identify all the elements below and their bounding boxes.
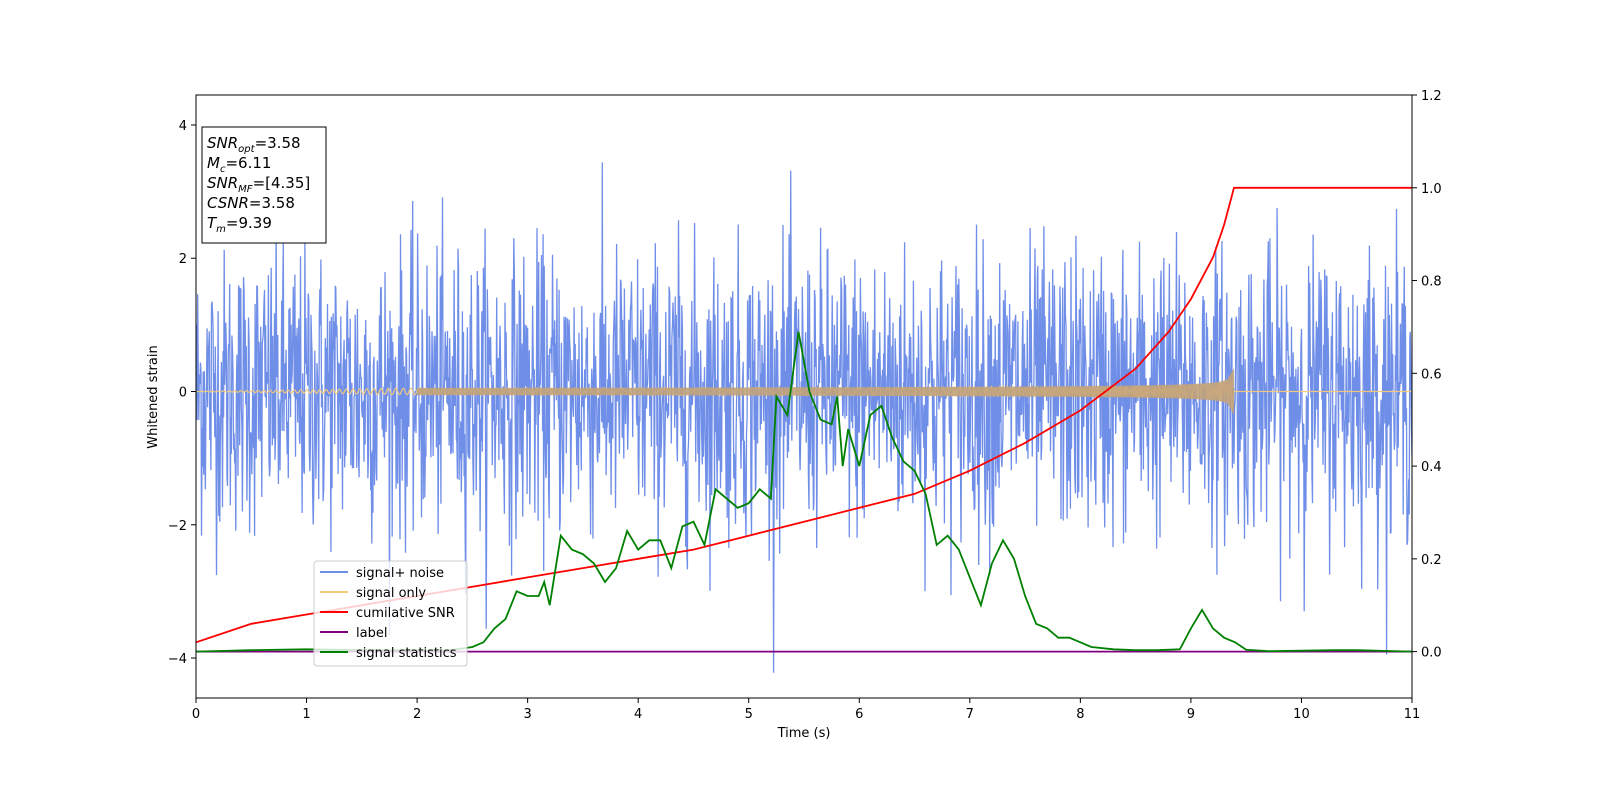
series-signal-noise-line: [196, 162, 1412, 673]
y-right-tick-label: 0.8: [1421, 275, 1442, 290]
info-box-line: SNRopt=3.58: [207, 134, 301, 155]
y-axis-label: Whitened strain: [146, 345, 161, 448]
legend-entry-label: signal+ noise: [356, 566, 444, 581]
y-axis-right: 0.0 0.2 0.4 0.6 0.8 1.0 1.2: [1412, 89, 1442, 661]
x-tick-label: 6: [855, 707, 863, 722]
x-tick-label: 7: [966, 707, 974, 722]
noise-series-layer: [196, 162, 1412, 673]
x-tick-label: 9: [1187, 707, 1195, 722]
legend-entry-label: signal only: [356, 586, 426, 601]
y-right-tick-label: 1.0: [1421, 182, 1442, 197]
x-tick-label: 1: [302, 707, 310, 722]
legend-entry-label: label: [356, 626, 387, 641]
info-box-line: CSNR=3.58: [207, 194, 295, 212]
y-left-tick-label: −2: [168, 519, 187, 534]
x-tick-label: 10: [1293, 707, 1310, 722]
x-tick-label: 0: [192, 707, 200, 722]
signal-only-series-layer: [196, 368, 1412, 415]
legend-frame: [313, 560, 468, 667]
info-box-line: Mc=6.11: [207, 154, 271, 175]
y-left-tick-label: 2: [179, 252, 187, 267]
plot-frame: [195, 94, 1413, 699]
info-box-line: SNRMF=[4.35]: [207, 174, 310, 195]
legend: signal+ noise signal only cumilative SNR la…: [313, 560, 468, 667]
x-tick-label: 3: [523, 707, 531, 722]
x-axis: 0 1 2 3 4 5 6 7 8 9 10 11: [192, 698, 1420, 722]
info-box-frame: [201, 126, 327, 244]
info-box-line: Tm=9.39: [207, 214, 272, 235]
series-signal-only-envelope: [417, 368, 1235, 415]
legend-entry-label: signal statistics: [356, 646, 457, 661]
y-left-tick-label: 0: [179, 386, 187, 401]
y-right-tick-label: 0.4: [1421, 460, 1442, 475]
y-right-tick-label: 0.2: [1421, 553, 1442, 568]
x-tick-label: 5: [745, 707, 753, 722]
x-axis-label: Time (s): [777, 726, 831, 741]
y-left-tick-label: −4: [168, 652, 187, 667]
y-right-tick-label: 0.0: [1421, 646, 1442, 661]
y-left-tick-label: 4: [179, 119, 187, 134]
series-signal-statistics-line: [196, 331, 1412, 653]
x-tick-label: 11: [1404, 707, 1421, 722]
x-tick-label: 8: [1076, 707, 1084, 722]
y-right-tick-label: 1.2: [1421, 89, 1442, 104]
x-tick-label: 4: [634, 707, 642, 722]
y-axis-left: −4 −2 0 2 4: [168, 119, 196, 667]
y-right-tick-label: 0.6: [1421, 367, 1442, 382]
x-tick-label: 2: [413, 707, 421, 722]
legend-entry-label: cumilative SNR: [356, 606, 455, 621]
